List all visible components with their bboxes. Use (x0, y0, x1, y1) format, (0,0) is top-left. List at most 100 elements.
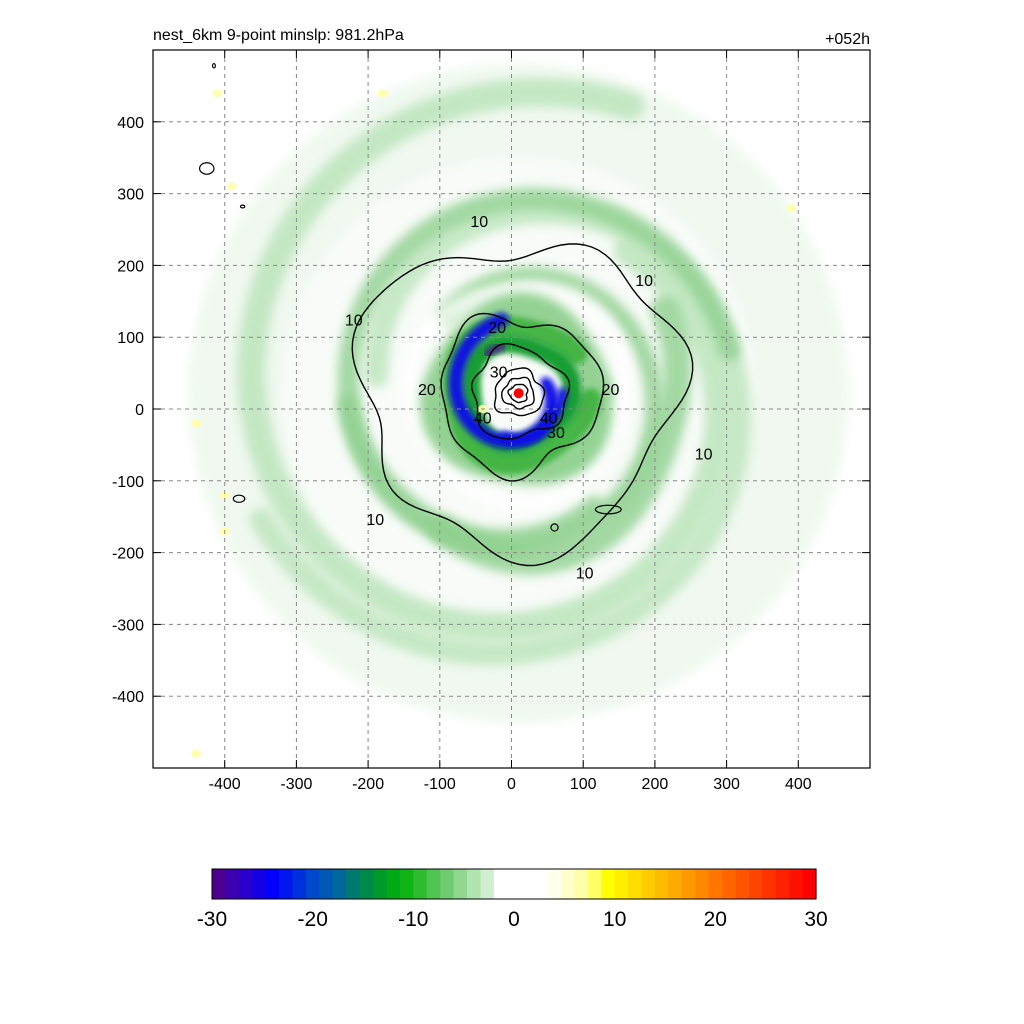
y-tick-label: 400 (117, 115, 144, 132)
storm-center-marker (513, 388, 524, 399)
colorbar-swatch (628, 869, 643, 899)
contour-50 (501, 376, 535, 410)
contour-blob (239, 204, 246, 209)
colorbar-swatch (574, 869, 589, 899)
contour-40 (493, 367, 546, 417)
colorbar-swatch (292, 869, 307, 899)
colorbar-swatch (480, 869, 495, 899)
colorbar-swatch (279, 869, 294, 899)
colorbar-swatch (520, 869, 535, 899)
colorbar-swatch (587, 869, 602, 899)
contour-blob (211, 63, 216, 69)
contour-label-10: 10 (470, 214, 488, 231)
x-axis: -400 -300 -200 -100 0 100 200 300 400 (209, 50, 812, 793)
y-tick-label: 200 (117, 258, 144, 275)
colorbar-swatch (668, 869, 683, 899)
y-tick-label: -400 (112, 689, 144, 706)
contour-label-40: 40 (474, 411, 492, 428)
chart-title: nest_6km 9-point minslp: 981.2hPa (153, 27, 404, 44)
contour-label-10: 10 (576, 566, 594, 583)
y-axis: 400 300 200 100 0 -100 -200 -300 -400 (112, 115, 870, 706)
contour-lines (199, 63, 694, 567)
colorbar-swatch (507, 869, 522, 899)
y-tick-label: 300 (117, 187, 144, 204)
colorbar-swatch (775, 869, 790, 899)
y-tick-label: -200 (112, 546, 144, 563)
contour-30 (471, 342, 571, 440)
colorbar-swatch (212, 869, 227, 899)
colorbar-swatch (453, 869, 468, 899)
x-tick-label: -200 (352, 776, 384, 793)
colorbar-swatch (722, 869, 737, 899)
x-tick-label: 400 (785, 776, 812, 793)
colorbar-swatch (708, 869, 723, 899)
colorbar-swatch (748, 869, 763, 899)
positive-patch (191, 419, 202, 428)
colorbar-tick-labels: -30 -20 -10 0 10 20 30 (197, 908, 828, 931)
contour-blob (550, 523, 559, 532)
colorbar-swatch (762, 869, 777, 899)
contour-label-30: 30 (547, 425, 565, 442)
x-tick-label: -100 (424, 776, 456, 793)
y-tick-label: 0 (135, 402, 144, 419)
positive-patch (786, 203, 797, 212)
contour-label-20: 20 (488, 320, 506, 337)
colorbar-swatch (695, 869, 710, 899)
colorbar-swatch (547, 869, 562, 899)
colorbar-swatch (225, 869, 240, 899)
inner-moat (399, 280, 635, 514)
colorbar-swatch (386, 869, 401, 899)
middle-spiral-band-2 (337, 266, 664, 558)
colorbar-swatch (413, 869, 428, 899)
colorbar-swatch (735, 869, 750, 899)
colorbar-swatch (493, 869, 508, 899)
colorbar-swatch (265, 869, 280, 899)
colorbar (211, 868, 817, 900)
colorbar-swatch (252, 869, 267, 899)
contour-blob (594, 504, 622, 515)
colorbar-tick-label: -30 (197, 908, 227, 931)
colorbar-swatch (238, 869, 253, 899)
contour-blob (232, 494, 246, 503)
colorbar-frame (211, 868, 817, 900)
colorbar-swatch (467, 869, 482, 899)
colorbar-swatch (789, 869, 804, 899)
contour-label-20: 20 (418, 382, 436, 399)
colorbar-swatch (601, 869, 616, 899)
contour-20 (440, 312, 605, 482)
x-tick-label: 0 (507, 776, 516, 793)
colorbar-swatch (681, 869, 696, 899)
positive-patch (226, 182, 237, 191)
colorbar-tick-label: 30 (804, 908, 827, 931)
time-label: +052h (825, 31, 870, 48)
y-tick-label: 100 (117, 330, 144, 347)
colorbar-tick-label: -10 (398, 908, 428, 931)
contour-label-30: 30 (490, 365, 508, 382)
positive-patch (219, 491, 230, 500)
colorbar-tick-label: 0 (508, 908, 520, 931)
colorbar-swatch (359, 869, 374, 899)
colorbar-swatch (373, 869, 388, 899)
colorbar-swatch (534, 869, 549, 899)
outer-spiral-band (236, 77, 734, 642)
colorbar-swatch (319, 869, 334, 899)
contour-60 (507, 383, 529, 404)
colorbar-swatch (654, 869, 669, 899)
colorbar-tick-label: 10 (603, 908, 626, 931)
positive-patch (191, 749, 202, 758)
contour-blob (199, 162, 215, 175)
south-band (427, 296, 692, 575)
contour-label-20: 20 (602, 382, 620, 399)
x-tick-label: 100 (570, 776, 597, 793)
colorbar-swatch (614, 869, 629, 899)
contour-label-40: 40 (540, 411, 558, 428)
x-tick-label: -300 (280, 776, 312, 793)
inner-core-band (419, 292, 614, 485)
x-tick-label: 300 (713, 776, 740, 793)
colorbar-swatch (426, 869, 441, 899)
colorbar-swatch (346, 869, 361, 899)
colorbar-tick-label: -20 (298, 908, 328, 931)
colorbar-swatch (802, 869, 817, 899)
